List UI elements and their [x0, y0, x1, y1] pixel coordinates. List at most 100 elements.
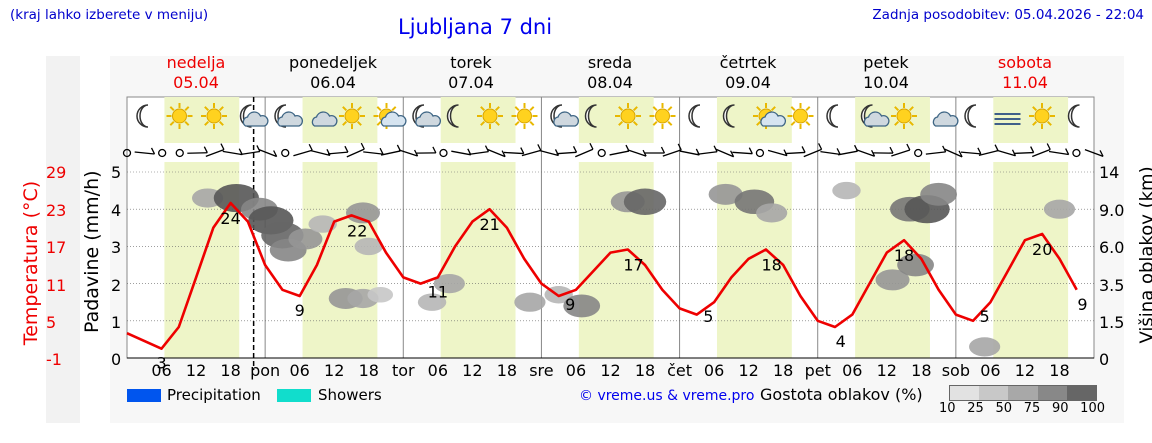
day-date: 07.04 — [448, 73, 494, 92]
sun-ray — [770, 106, 776, 112]
day-date: 08.04 — [587, 73, 633, 92]
wind-barb-tick — [360, 142, 365, 150]
day-date: 05.04 — [173, 73, 219, 92]
wind-barb-icon — [679, 150, 700, 156]
cloud-icon — [380, 111, 407, 127]
wind-barb-tick — [1065, 148, 1070, 155]
wind-barb-tick — [572, 146, 578, 153]
temp-tick: 17 — [46, 238, 67, 257]
day-date: 11.04 — [1002, 73, 1048, 92]
cloud-cell — [756, 203, 788, 223]
sun-ray — [618, 106, 624, 112]
wind-barb-icon — [820, 150, 841, 156]
sun-ray — [1046, 120, 1052, 126]
sun-ray — [652, 106, 658, 112]
wind-barb-icon — [258, 148, 277, 158]
day-name: ponedeljek — [289, 53, 377, 72]
temperature-value-label: 4 — [836, 332, 846, 351]
calm-wind-icon — [439, 148, 448, 158]
showers-legend-swatch — [277, 389, 311, 402]
cloud-cell — [345, 202, 380, 224]
x-tick-label: sre — [529, 361, 553, 380]
sun-ray — [618, 120, 624, 126]
cloud-icon — [932, 111, 959, 127]
credit-link[interactable]: © vreme.us & vreme.pro — [579, 388, 755, 404]
wind-barb-tick — [589, 142, 594, 150]
sun-ray — [756, 106, 762, 112]
wind-barb-icon — [627, 149, 647, 157]
cloud-cell — [367, 286, 394, 303]
wind-barb-icon — [803, 148, 822, 158]
x-tick-label: 12 — [600, 361, 620, 380]
wind-barb-tick — [836, 148, 841, 155]
sun-ray — [480, 106, 486, 112]
moon-icon — [688, 104, 701, 128]
wind-barb-icon — [205, 149, 225, 157]
wind-barb-icon — [310, 150, 331, 156]
wind-barb-tick — [906, 143, 911, 151]
temperature-value-label: 17 — [623, 256, 643, 275]
sun-icon — [1034, 108, 1050, 124]
moon-icon — [1067, 104, 1080, 128]
density-swatch — [1008, 386, 1038, 400]
x-tick-label: 18 — [1049, 361, 1069, 380]
sun-ray — [908, 106, 914, 112]
x-tick-label: 12 — [1015, 361, 1035, 380]
density-tick: 25 — [967, 401, 984, 416]
sun-icon — [896, 108, 912, 124]
sun-ray — [529, 106, 535, 112]
wind-barb-tick — [273, 150, 278, 157]
x-tick-label: 18 — [911, 361, 931, 380]
x-tick-label: 12 — [877, 361, 897, 380]
wind-barb-tick — [308, 143, 313, 151]
wind-barb-tick — [220, 143, 225, 150]
wind-barb-tick — [432, 146, 437, 154]
sun-ray — [204, 120, 210, 126]
day-name: nedelja — [166, 53, 226, 72]
sun-ray — [391, 106, 397, 112]
density-tick: 10 — [939, 401, 956, 416]
x-tick-label: 06 — [151, 361, 171, 380]
wind-barb-tick — [537, 144, 542, 151]
wind-barb-tick — [203, 146, 208, 154]
left-band — [46, 56, 80, 423]
cloud-tick: 14 — [1099, 163, 1120, 182]
day-name: petek — [863, 53, 909, 72]
cloud-cell — [433, 274, 465, 294]
x-tick-label: 18 — [497, 361, 517, 380]
sun-ray — [356, 120, 362, 126]
wind-barb-tick — [1030, 146, 1035, 153]
sun-icon — [655, 108, 670, 124]
wind-barb-icon — [785, 151, 806, 155]
temperature-value-label: 9 — [1077, 295, 1087, 314]
wind-barb-icon — [1032, 148, 1051, 158]
wind-barb-icon — [451, 150, 471, 156]
sun-ray — [342, 106, 348, 112]
sun-ray — [667, 120, 673, 126]
calm-wind-icon — [122, 148, 132, 158]
sun-ray — [1032, 106, 1038, 112]
cloud-icon — [415, 111, 441, 127]
density-swatch — [950, 386, 980, 400]
wind-barb-tick — [748, 147, 753, 154]
wind-barb-tick — [713, 145, 718, 153]
sun-ray — [376, 106, 382, 112]
density-tick: 50 — [995, 401, 1013, 416]
day-label: torek 07.04 — [416, 53, 526, 93]
cloud-tick: 6.0 — [1099, 238, 1125, 257]
wind-barb-icon — [978, 150, 999, 156]
moon-icon — [826, 104, 839, 128]
day-name: četrtek — [719, 53, 777, 72]
precipitation-legend-label: Precipitation — [167, 386, 261, 404]
day-label: sobota 11.04 — [970, 53, 1080, 93]
sun-ray — [184, 106, 190, 112]
day-name: sreda — [587, 53, 633, 72]
sun-ray — [894, 106, 900, 112]
cloud-cell — [623, 188, 667, 215]
x-tick-label: 18 — [359, 361, 379, 380]
wind-barb-icon — [1084, 149, 1104, 157]
wind-barb-icon — [363, 151, 384, 155]
day-name: sobota — [997, 53, 1053, 72]
wind-barb-icon — [575, 148, 594, 158]
density-tick: 75 — [1023, 401, 1041, 416]
